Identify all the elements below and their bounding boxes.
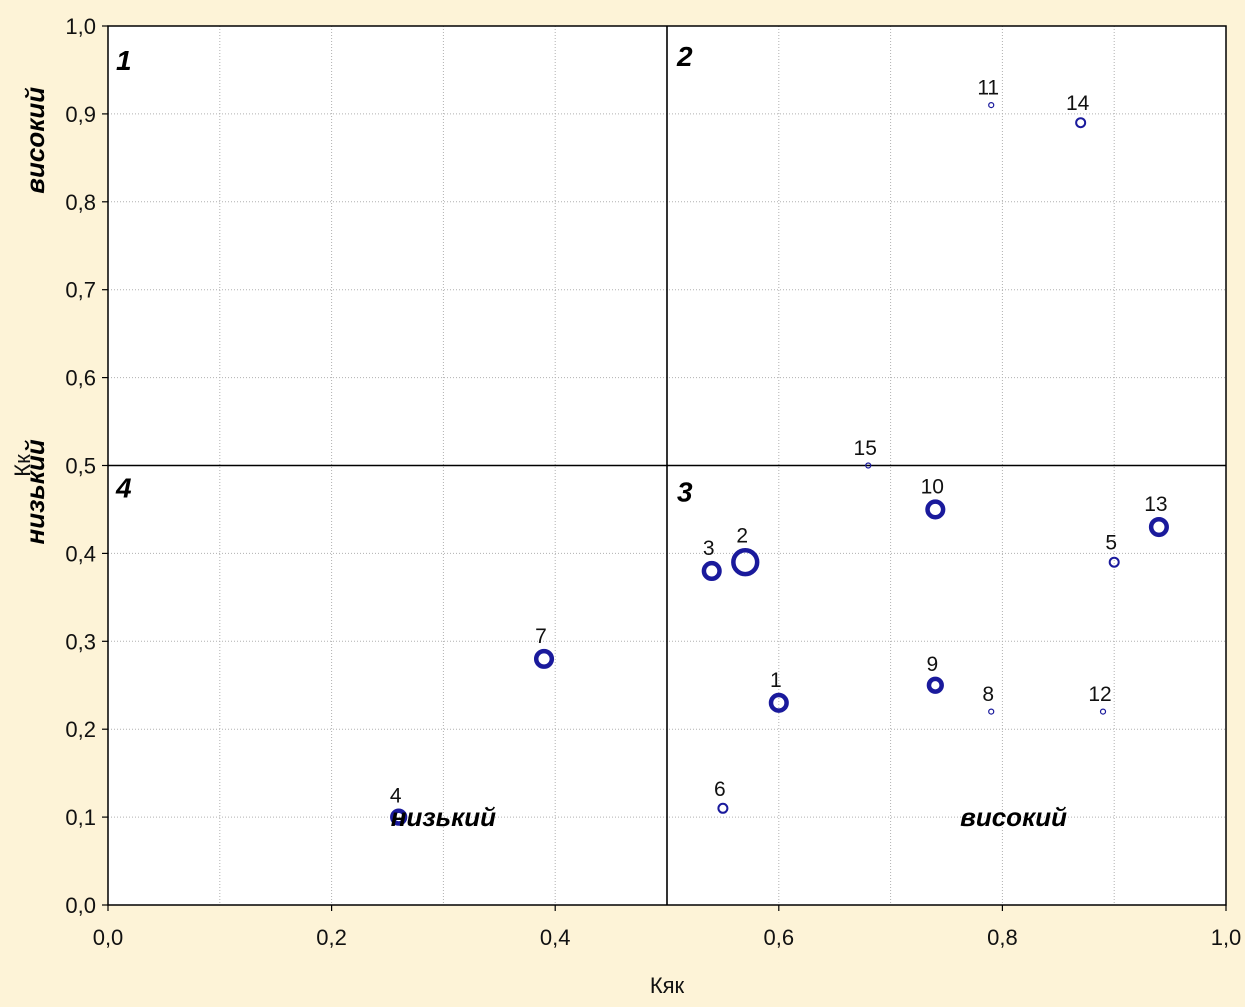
bubble-point — [988, 708, 995, 715]
bubble-point — [988, 102, 995, 109]
bubble-point — [1108, 556, 1120, 568]
y-tick-label: 0,5 — [65, 454, 96, 479]
x-tick-label: 0,6 — [764, 925, 795, 950]
point-label: 5 — [1105, 532, 1117, 555]
y-tick-label: 0,0 — [65, 893, 96, 918]
bubble-point — [1075, 117, 1087, 129]
bubble-point — [925, 499, 946, 520]
bubble-point — [926, 676, 944, 694]
point-label: 12 — [1088, 683, 1111, 706]
bubble-point — [533, 648, 555, 669]
bubble-point — [717, 802, 729, 814]
point-label: 15 — [854, 437, 877, 460]
x-high-level-label: високий — [960, 802, 1067, 832]
point-label: 10 — [921, 476, 944, 499]
point-label: 4 — [390, 785, 402, 808]
point-label: 7 — [535, 625, 547, 648]
y-tick-label: 0,2 — [65, 717, 96, 742]
bubble-point — [768, 692, 789, 713]
y-high-level-label: високий — [20, 87, 50, 194]
point-label: 2 — [736, 524, 748, 547]
x-tick-label: 0,8 — [987, 925, 1018, 950]
y-axis-title: Кк — [10, 454, 35, 477]
quadrant-label-4: 4 — [115, 473, 132, 504]
y-tick-label: 1,0 — [65, 14, 96, 39]
x-tick-label: 0,0 — [93, 925, 124, 950]
bubble-point — [731, 548, 760, 577]
point-label: 3 — [703, 537, 715, 560]
x-tick-label: 0,2 — [316, 925, 347, 950]
y-low-level-label: низький — [20, 439, 50, 544]
y-tick-label: 0,3 — [65, 629, 96, 654]
bubble-point — [1148, 516, 1169, 538]
y-tick-label: 0,9 — [65, 102, 96, 127]
bubble-point — [865, 462, 872, 469]
y-tick-label: 0,4 — [65, 541, 96, 566]
point-label: 1 — [770, 669, 782, 692]
point-label: 6 — [714, 778, 726, 801]
point-label: 8 — [982, 683, 994, 706]
point-label: 14 — [1066, 92, 1090, 115]
x-tick-label: 1,0 — [1211, 925, 1242, 950]
bubble-point — [390, 808, 408, 826]
y-tick-label: 0,1 — [65, 805, 96, 830]
quadrant-label-1: 1 — [116, 45, 132, 76]
y-tick-label: 0,6 — [65, 366, 96, 391]
x-axis-title: Кяк — [650, 973, 685, 998]
point-label: 13 — [1144, 493, 1167, 516]
point-label: 11 — [977, 77, 999, 100]
x-low-level-label: низький — [391, 802, 496, 832]
quadrant-label-3: 3 — [677, 477, 693, 508]
point-label: 9 — [926, 653, 938, 676]
bubble-point — [1099, 708, 1107, 715]
y-tick-label: 0,8 — [65, 190, 96, 215]
y-tick-label: 0,7 — [65, 278, 96, 303]
bubble-point — [701, 560, 722, 582]
x-tick-label: 0,4 — [540, 925, 571, 950]
quadrant-label-2: 2 — [676, 41, 693, 72]
